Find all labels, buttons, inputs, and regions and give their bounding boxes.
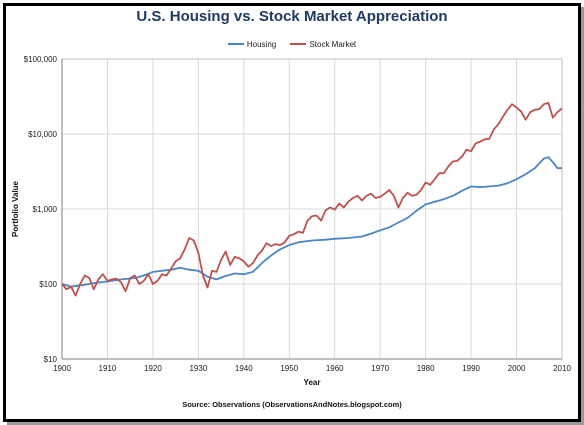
y-tick-label: $10,000 [28,130,57,139]
x-tick-label: 1940 [235,364,253,373]
x-tick-label: 1960 [326,364,344,373]
legend-swatch-housing [227,43,244,45]
x-tick-label: 2000 [508,364,526,373]
legend-label-stock-market: Stock Market [309,39,357,49]
x-axis-title: Year [304,378,321,387]
chart-frame [3,3,581,422]
x-tick-label: 1970 [371,364,389,373]
y-tick-label: $100 [39,280,57,289]
legend-swatch-stock-market [290,43,307,45]
x-tick-label: 2010 [553,364,571,373]
x-tick-label: 1990 [462,364,480,373]
x-tick-label: 1900 [53,364,71,373]
y-tick-label: $100,000 [24,55,58,64]
legend-label-housing: Housing [246,39,277,49]
x-tick-label: 1920 [144,364,162,373]
legend: Housing Stock Market [0,38,584,49]
source-note: Source: Observations (ObservationsAndNot… [182,400,402,409]
x-tick-label: 1980 [417,364,435,373]
x-tick-label: 1910 [99,364,117,373]
y-tick-label: $10 [44,355,58,364]
x-tick-label: 1950 [280,364,298,373]
legend-item-housing: Housing [227,39,277,49]
legend-item-stock-market: Stock Market [290,40,356,49]
series-line-stock-market [61,102,563,297]
y-axis-title: Portfolio Value [11,180,20,237]
y-tick-label: $1,000 [33,205,58,214]
chart-title: U.S. Housing vs. Stock Market Appreciati… [136,8,448,25]
series-line-housing [61,156,562,288]
x-tick-label: 1930 [189,364,207,373]
